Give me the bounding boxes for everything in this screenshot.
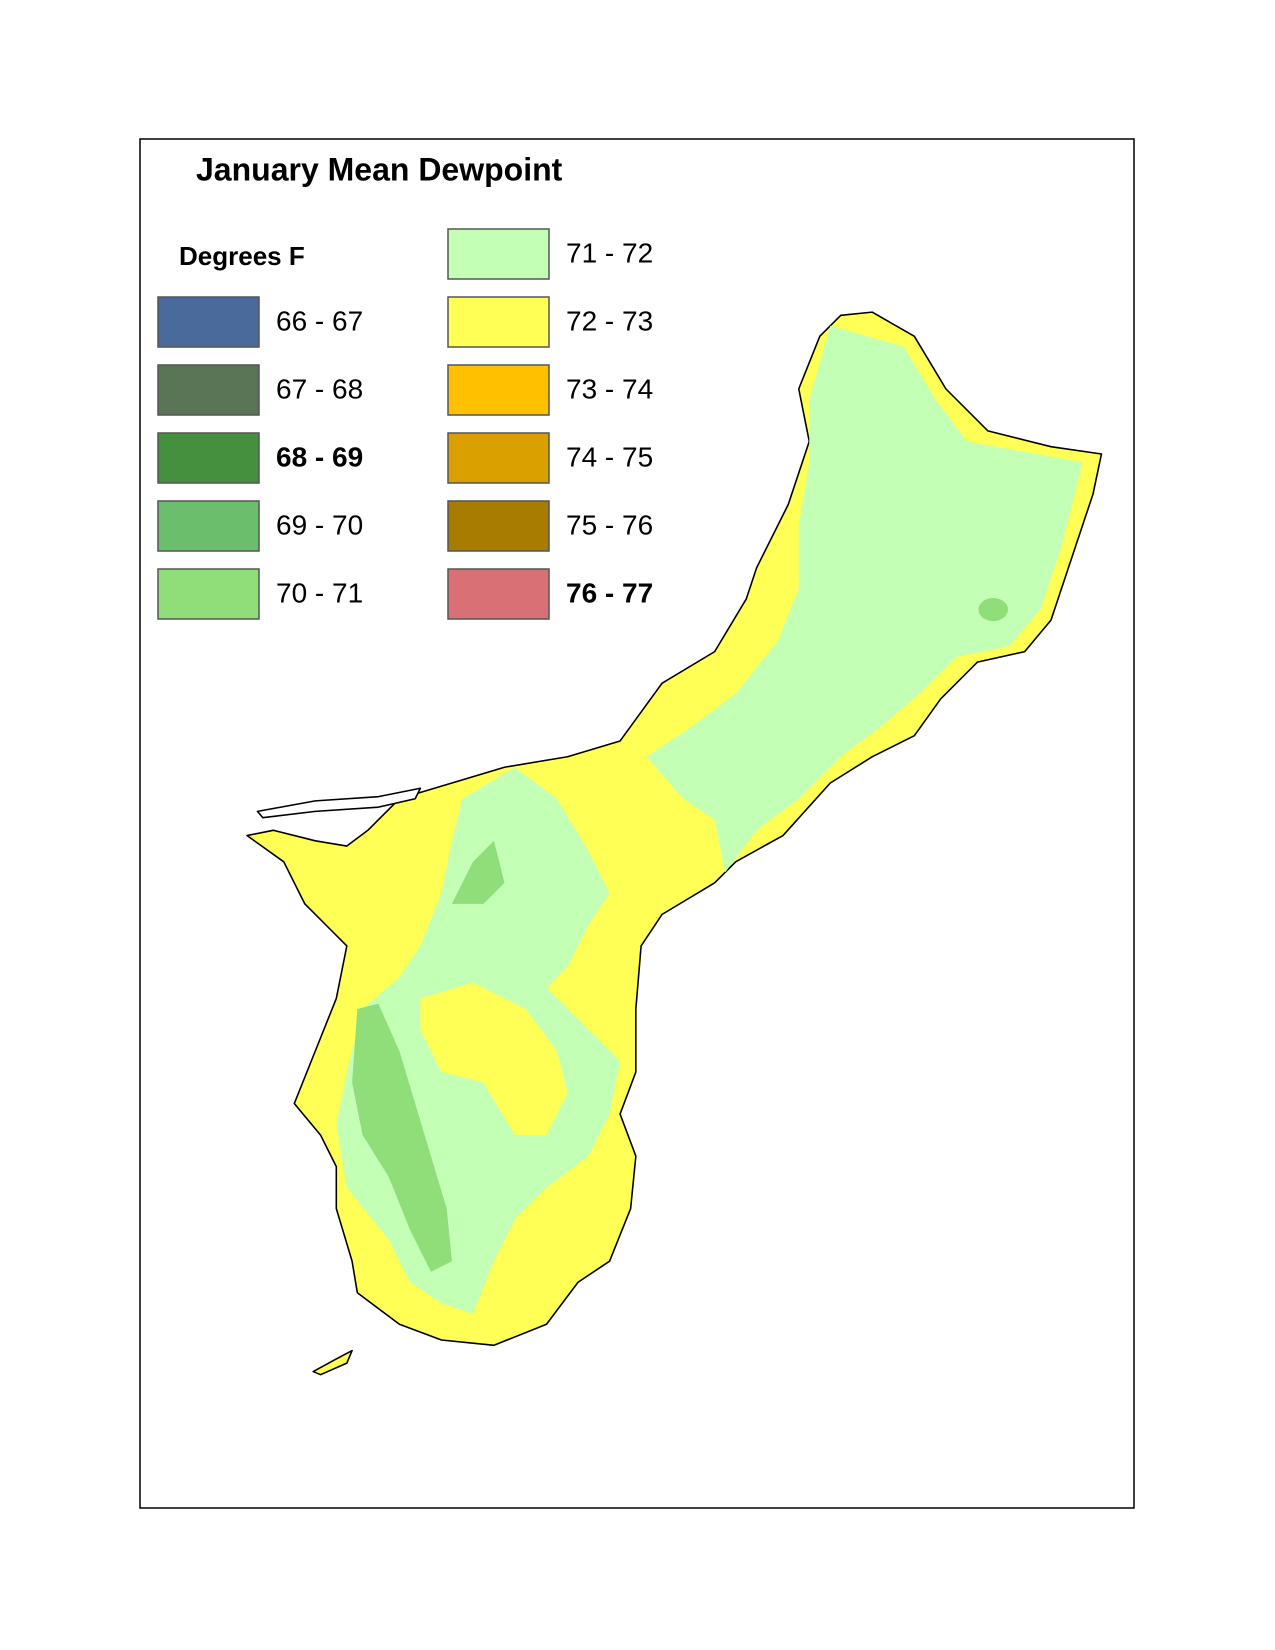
legend: 66 - 67 67 - 68 68 - 69 69 - 70 70 - 71 71 - … — [157, 228, 653, 620]
legend-label: 68 - 69 — [276, 441, 363, 472]
legend-label: 67 - 68 — [276, 373, 363, 404]
map-frame — [139, 138, 1135, 1509]
legend-swatch — [447, 296, 550, 348]
legend-swatch — [157, 364, 260, 416]
legend-label: 74 - 75 — [566, 441, 653, 472]
zone-north — [646, 325, 1083, 873]
legend-label: 69 - 70 — [276, 509, 363, 540]
legend-swatch — [447, 568, 550, 620]
zone-interior — [420, 982, 568, 1136]
peninsula — [256, 787, 422, 819]
legend-swatch — [157, 296, 260, 348]
islet — [312, 1349, 353, 1376]
island-map — [246, 311, 1103, 1376]
legend-label: 76 - 77 — [566, 577, 653, 608]
legend-swatch — [157, 568, 260, 620]
zone-patch — [978, 598, 1008, 622]
legend-label: 71 - 72 — [566, 237, 653, 268]
legend-swatch — [447, 228, 550, 280]
legend-swatch — [157, 432, 260, 484]
legend-label: 66 - 67 — [276, 305, 363, 336]
zone-ridge — [352, 840, 505, 1272]
legend-label: 70 - 71 — [276, 577, 363, 608]
legend-title: Degrees F — [179, 241, 305, 271]
legend-swatch — [157, 500, 260, 552]
legend-swatch — [447, 432, 550, 484]
map-title: January Mean Dewpoint — [196, 151, 563, 187]
legend-swatch — [447, 500, 550, 552]
legend-label: 72 - 73 — [566, 305, 653, 336]
legend-swatch — [447, 364, 550, 416]
legend-label: 73 - 74 — [566, 373, 653, 404]
legend-label: 75 - 76 — [566, 509, 653, 540]
